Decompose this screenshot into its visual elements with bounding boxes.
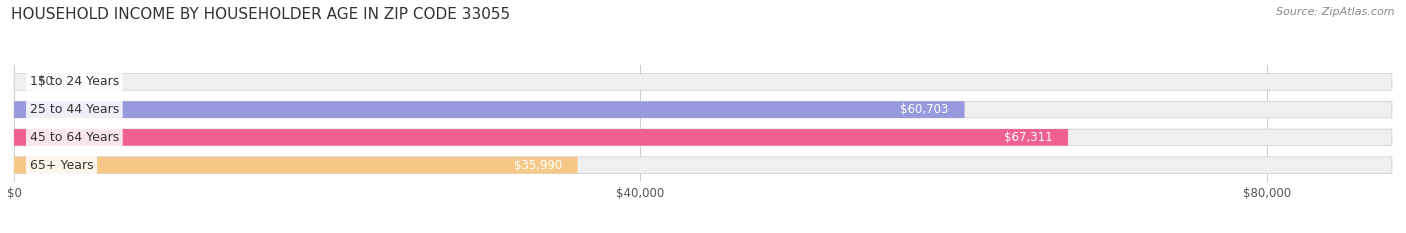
FancyBboxPatch shape: [14, 157, 578, 173]
Text: $35,990: $35,990: [513, 159, 562, 171]
Text: $0: $0: [38, 75, 52, 88]
Text: Source: ZipAtlas.com: Source: ZipAtlas.com: [1277, 7, 1395, 17]
Text: 65+ Years: 65+ Years: [30, 159, 93, 171]
Text: 15 to 24 Years: 15 to 24 Years: [30, 75, 120, 88]
Text: $60,703: $60,703: [900, 103, 949, 116]
FancyBboxPatch shape: [14, 157, 1392, 173]
FancyBboxPatch shape: [14, 129, 1069, 146]
Text: $67,311: $67,311: [1004, 131, 1052, 144]
Text: 25 to 44 Years: 25 to 44 Years: [30, 103, 120, 116]
FancyBboxPatch shape: [14, 101, 1392, 118]
FancyBboxPatch shape: [14, 101, 965, 118]
FancyBboxPatch shape: [14, 129, 1392, 146]
FancyBboxPatch shape: [14, 74, 1392, 90]
Text: HOUSEHOLD INCOME BY HOUSEHOLDER AGE IN ZIP CODE 33055: HOUSEHOLD INCOME BY HOUSEHOLDER AGE IN Z…: [11, 7, 510, 22]
Text: 45 to 64 Years: 45 to 64 Years: [30, 131, 120, 144]
